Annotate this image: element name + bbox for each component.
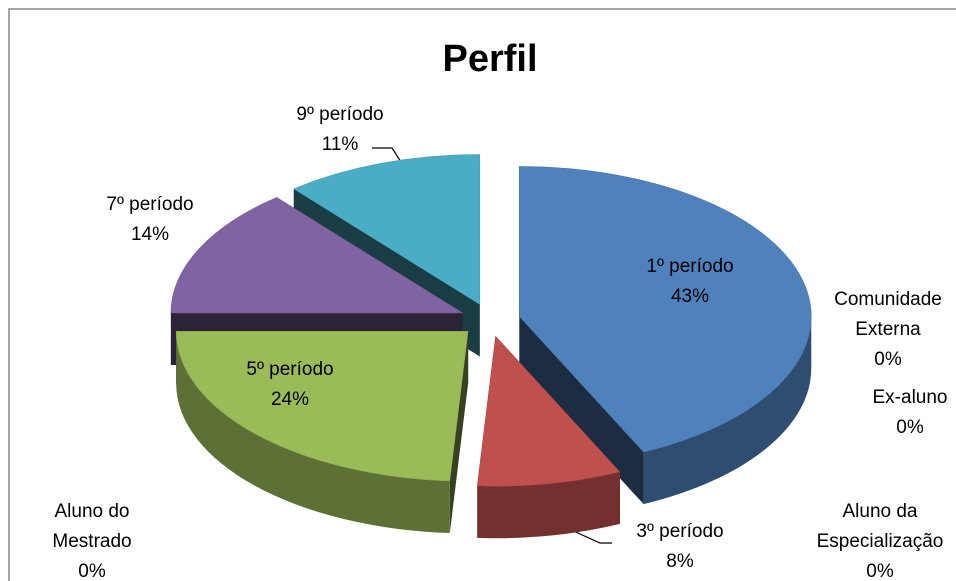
slice-label: 3º período 8% (595, 517, 765, 577)
value-label: 11% (321, 134, 359, 155)
slice-side (176, 331, 450, 533)
category-label: Aluno da Especialização (816, 501, 944, 552)
slices (170, 154, 812, 539)
category-label: 1º período (646, 256, 734, 277)
slice (293, 154, 481, 305)
slice-side (643, 316, 812, 505)
value-label: 0% (78, 561, 106, 581)
slice-label: 9º período 11% (255, 100, 425, 160)
category-label: Aluno do Mestrado (52, 501, 132, 552)
slice-label: 7º período 14% (65, 190, 235, 250)
category-label: 9º período (296, 104, 384, 125)
slice-label: Aluno do Mestrado 0% (37, 497, 147, 581)
category-label: 7º período (106, 194, 194, 215)
slice-label: Aluno da Especialização 0% (805, 497, 955, 581)
slice-label: 5º período 24% (205, 355, 375, 415)
value-label: 0% (874, 349, 902, 370)
value-label: 0% (866, 561, 894, 581)
slice-label: Ex-aluno 0% (825, 383, 956, 443)
slice (170, 197, 464, 314)
slice (519, 166, 812, 453)
chart-title: Perfil (442, 38, 538, 80)
category-label: 5º período (246, 359, 334, 380)
value-label: 14% (130, 224, 170, 245)
category-label: 3º período (636, 521, 724, 542)
chart-border (8, 8, 956, 581)
value-label: 0% (896, 417, 924, 438)
slice (175, 331, 469, 482)
category-label: Ex-aluno (872, 387, 948, 408)
slice-side (519, 316, 644, 505)
slice (477, 335, 621, 487)
slice-label: 1º período 43% (605, 252, 775, 312)
category-label: Comunidade Externa (834, 289, 942, 340)
slice-label: Comunidade Externa 0% (818, 285, 956, 375)
value-label: 8% (666, 551, 694, 572)
value-label: 43% (670, 286, 710, 307)
slice-side (477, 471, 620, 539)
value-label: 24% (270, 389, 310, 410)
